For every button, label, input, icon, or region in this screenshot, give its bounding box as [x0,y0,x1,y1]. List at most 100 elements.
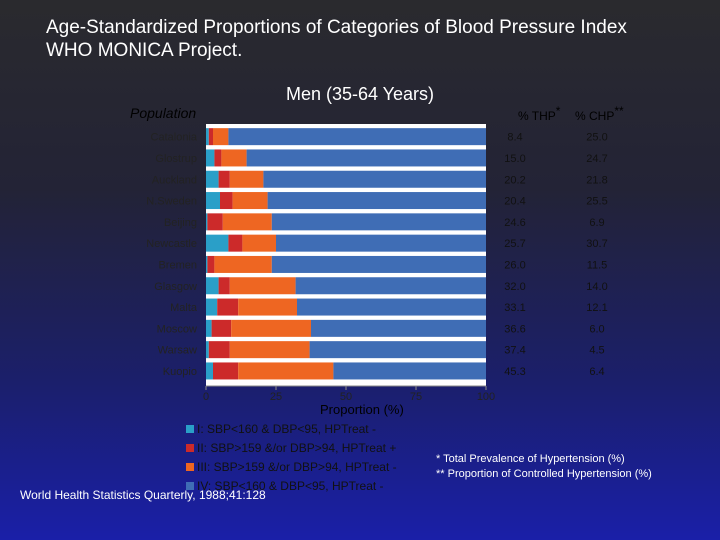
footnotes: * Total Prevalence of Hypertension (%) *… [436,452,652,482]
chp-header-mark: ** [614,104,624,118]
chp-value-7: 11.5 [587,259,608,271]
bar-beijing-series-4 [271,213,486,231]
bar-glasgow-series-3 [229,277,296,295]
bar-auckland-series-2 [218,170,230,188]
bar-moscow-series-3 [231,319,311,337]
chp-value-2: 24.7 [586,153,607,165]
bar-auckland-series-1 [206,170,219,188]
bar-beijing-series-1 [206,213,208,231]
legend-swatch-2 [186,443,194,452]
category-label-6: Newcastle [146,238,197,250]
chp-value-12: 6.4 [589,366,604,378]
thp-value-11: 37.4 [504,345,525,357]
source-citation: World Health Statistics Quarterly, 1988;… [20,488,266,502]
thp-value-4: 20.4 [504,196,525,208]
legend-label-3: III: SBP>159 &/or DBP>94, HPTreat - [197,459,397,474]
thp-value-10: 36.6 [504,323,525,335]
bar-glasgow-series-1 [206,277,219,295]
footnote-chp: ** Proportion of Controlled Hypertension… [436,468,652,480]
category-label-4: N.Sweden [146,196,197,208]
chp-header-text: % CHP [575,109,615,123]
bar-kuopio-series-2 [213,362,239,380]
category-label-7: Bremen [158,259,197,271]
title-line-2: WHO MONICA Project. [46,40,243,61]
bar-malta-series-1 [206,298,218,316]
chp-value-10: 6.0 [589,323,604,335]
bar-beijing-series-3 [222,213,272,231]
bar-glostrup-series-3 [221,149,247,167]
bar-newcastle-series-2 [228,234,243,252]
thp-value-5: 24.6 [504,217,525,229]
chp-value-3: 21.8 [586,174,607,186]
bar-kuopio-series-1 [206,362,213,380]
category-label-12: Kuopio [163,366,197,378]
chp-value-4: 25.5 [586,196,607,208]
category-label-11: Warsaw [158,345,197,357]
thp-value-3: 20.2 [504,174,525,186]
category-label-5: Beijing [164,217,197,229]
x-tick-label-2: 25 [270,391,282,403]
bar-warsaw-series-1 [206,341,209,359]
legend: I: SBP<160 & DBP<95, HPTreat - II: SBP>1… [186,419,397,495]
chp-value-6: 30.7 [586,238,607,250]
bar-warsaw-series-4 [309,341,486,359]
category-label-8: Glasgow [154,281,197,293]
legend-label-2: II: SBP>159 &/or DBP>94, HPTreat + [197,440,397,455]
chart-title: Age-Standardized Proportions of Categori… [46,16,627,62]
thp-value-1: 8.4 [507,132,522,144]
category-label-10: Moscow [157,323,197,335]
chp-value-8: 14.0 [586,281,607,293]
title-line-1: Age-Standardized Proportions of Categori… [46,17,627,38]
bar-nsweden-series-4 [267,192,486,210]
thp-value-7: 26.0 [504,259,525,271]
chp-header: % CHP** [575,104,624,123]
chp-value-5: 6.9 [589,217,604,229]
thp-header: % THP* [518,104,560,123]
category-label-2: Glostrup [155,153,197,165]
bar-moscow-series-1 [206,319,212,337]
bar-auckland-series-4 [263,170,486,188]
bar-moscow-series-2 [211,319,232,337]
bar-bremen-series-2 [207,255,215,273]
chp-value-11: 4.5 [589,345,604,357]
bar-beijing-series-2 [207,213,223,231]
bar-warsaw-series-2 [208,341,230,359]
bar-malta-series-2 [217,298,239,316]
thp-header-mark: * [555,104,561,118]
thp-value-9: 33.1 [504,302,525,314]
bar-catalonia-series-3 [213,128,229,146]
bar-glostrup-series-4 [246,149,486,167]
bar-kuopio-series-3 [238,362,334,380]
bar-glostrup-series-2 [214,149,222,167]
bar-bremen-series-3 [214,255,272,273]
category-label-1: Catalonia [151,132,198,144]
bar-newcastle-series-1 [206,234,229,252]
bar-glasgow-series-2 [218,277,230,295]
chp-value-1: 25.0 [586,132,607,144]
bar-catalonia-series-2 [208,128,213,146]
x-tick-label-4: 75 [410,391,422,403]
legend-item-3: III: SBP>159 &/or DBP>94, HPTreat - [186,457,397,476]
bar-catalonia-series-4 [228,128,486,146]
thp-value-2: 15.0 [504,153,525,165]
bar-bremen-series-4 [271,255,486,273]
category-label-3: Auckland [152,174,197,186]
bar-kuopio-series-4 [333,362,486,380]
bar-glostrup-series-1 [206,149,215,167]
chart-subtitle: Men (35-64 Years) [285,84,435,104]
x-tick-label-3: 50 [340,391,352,403]
category-label-9: Malta [170,302,198,314]
bar-newcastle-series-4 [276,234,486,252]
bar-glasgow-series-4 [295,277,486,295]
bar-catalonia-series-1 [206,128,209,146]
x-axis-label: Proportion (%) [320,402,404,417]
bar-malta-series-3 [238,298,297,316]
x-tick-label-1: 0 [203,391,209,403]
legend-item-2: II: SBP>159 &/or DBP>94, HPTreat + [186,438,397,457]
chp-value-9: 12.1 [586,302,607,314]
bar-nsweden-series-2 [220,192,233,210]
bar-moscow-series-4 [311,319,486,337]
population-label: Population [130,105,197,121]
x-tick-label-5: 100 [477,391,495,403]
